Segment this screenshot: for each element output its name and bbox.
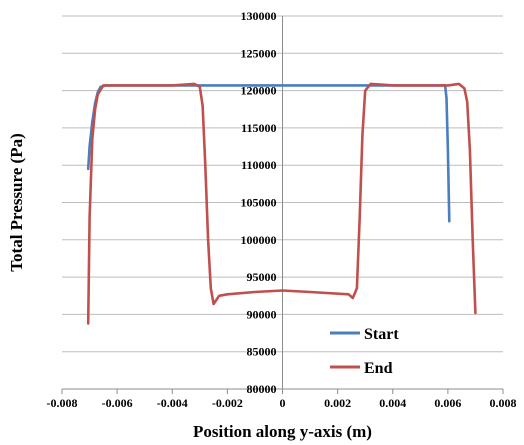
legend-label-end: End: [364, 360, 393, 377]
x-tick-label: 0.006: [434, 396, 461, 410]
y-tick-label: 125000: [241, 46, 277, 60]
y-tick-label: 130000: [241, 9, 277, 23]
y-tick-label: 90000: [247, 307, 277, 321]
tick-labels: 80000 85000 90000 95000 100000 105000 110000 11…: [47, 9, 517, 410]
y-axis-title: Total Pressure (Pa): [7, 133, 26, 272]
y-tick-label: 80000: [247, 382, 277, 396]
x-tick-label: -0.008: [47, 396, 78, 410]
series-line-end: [86, 82, 477, 325]
y-tick-label: 120000: [241, 84, 277, 98]
axes: [61, 16, 504, 394]
x-tick-label: -0.006: [102, 396, 133, 410]
legend: Start End: [330, 326, 399, 377]
x-tick-label: 0.002: [324, 396, 351, 410]
x-tick-label: 0.004: [379, 396, 406, 410]
y-tick-label: 100000: [241, 233, 277, 247]
x-tick-label: -0.002: [212, 396, 243, 410]
x-axis-title: Position along y-axis (m): [193, 422, 372, 441]
x-tick-label: 0: [280, 396, 286, 410]
series-lines: [86, 82, 477, 325]
y-tick-label: 115000: [241, 121, 276, 135]
y-tick-label: 85000: [247, 345, 277, 359]
legend-label-start: Start: [364, 326, 399, 343]
y-tick-label: 110000: [241, 158, 276, 172]
y-tick-label: 95000: [247, 270, 277, 284]
y-tick-label: 105000: [241, 196, 277, 210]
x-tick-label: 0.008: [490, 396, 517, 410]
x-tick-label: -0.004: [157, 396, 188, 410]
